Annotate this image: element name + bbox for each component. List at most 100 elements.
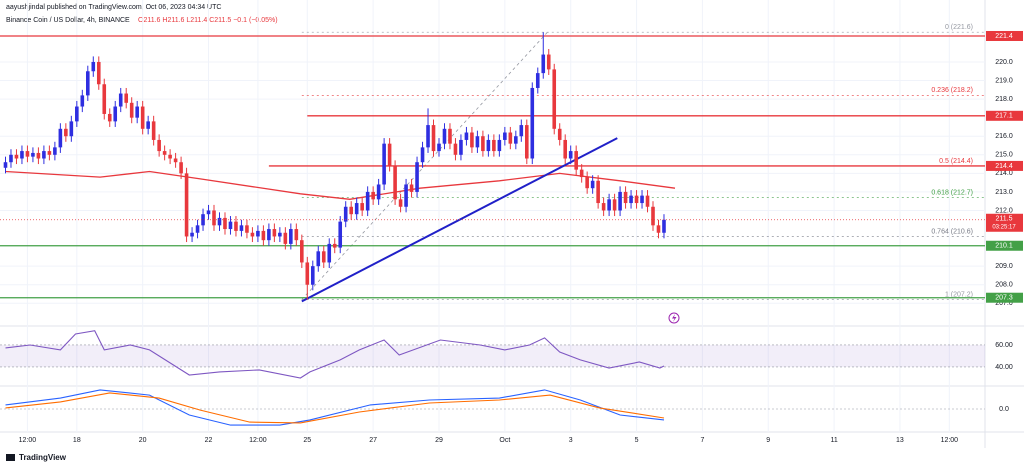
x-tick-label: 18: [73, 437, 81, 444]
candle-body: [300, 240, 304, 263]
candle-body: [448, 128, 452, 144]
published-note: aayushjindal published on TradingView.co…: [6, 4, 221, 11]
candle-body: [245, 225, 249, 233]
y-tick-label: 212.0: [995, 207, 1013, 214]
x-tick-label: 7: [700, 437, 704, 444]
level-tag-label: 217.1: [995, 113, 1013, 120]
footer-brand: TradingView: [19, 453, 67, 462]
candle-body: [85, 71, 90, 96]
candle-body: [42, 151, 46, 159]
candle-body: [69, 121, 74, 137]
y-tick-label: 0.0: [999, 406, 1009, 413]
candle-body: [31, 152, 35, 157]
candle-body: [426, 125, 430, 148]
candle-body: [151, 121, 156, 140]
candle-body: [552, 69, 557, 129]
candle-body: [514, 136, 518, 144]
fib-label: 1 (207.2): [945, 291, 973, 298]
candle-body: [662, 219, 666, 233]
candle-body: [349, 206, 353, 215]
candle-body: [360, 203, 364, 211]
y-tick-label: 220.0: [995, 59, 1013, 66]
candle-body: [371, 191, 375, 200]
y-tick-label: 40.00: [995, 364, 1013, 371]
indicator-band: [0, 344, 985, 367]
candle-body: [508, 132, 513, 144]
y-tick-label: 215.0: [995, 152, 1013, 159]
footer-logo: [6, 454, 15, 461]
candle-body: [223, 217, 227, 230]
candle-body: [14, 154, 19, 159]
candle-body: [217, 217, 222, 226]
candle-body: [20, 151, 24, 159]
candle-body: [58, 128, 63, 148]
candle-body: [305, 262, 310, 285]
candle-body: [327, 243, 332, 263]
candle-body: [431, 125, 436, 152]
candle-body: [563, 139, 568, 159]
candle-body: [157, 139, 161, 152]
candle-body: [91, 61, 96, 72]
candle-body: [96, 61, 101, 85]
candle-body: [332, 243, 337, 248]
candle-body: [420, 147, 425, 163]
x-tick-label: Oct: [499, 437, 510, 444]
candle-body: [184, 173, 189, 237]
candle-body: [9, 154, 13, 163]
candle-body: [475, 136, 480, 148]
fib-label: 0.618 (212.7): [931, 189, 973, 196]
candle-body: [486, 139, 491, 152]
candle-body: [316, 251, 321, 267]
fib-label: 0.5 (214.4): [939, 158, 973, 165]
fib-label: 0 (221.6): [945, 24, 973, 31]
candle-body: [53, 147, 57, 155]
indicator-line: [5, 330, 665, 379]
candle-body: [607, 199, 611, 211]
candle-body: [25, 151, 30, 157]
x-tick-label: 11: [830, 437, 837, 444]
candle-body: [464, 132, 469, 140]
candle-body: [585, 177, 589, 189]
candle-body: [289, 229, 293, 244]
candle-body: [404, 184, 408, 207]
candle-body: [212, 210, 216, 226]
candle-body: [453, 143, 458, 155]
candle-body: [503, 132, 507, 140]
x-tick-label: 12:00: [19, 437, 37, 444]
candle-body: [75, 106, 79, 122]
level-tag: [986, 30, 1023, 41]
candle-body: [47, 151, 52, 155]
candle-body: [618, 191, 622, 211]
candle-body: [294, 229, 299, 241]
candle-body: [179, 162, 183, 174]
x-tick-label: 3: [569, 437, 573, 444]
candle-body: [239, 225, 244, 231]
candle-body: [470, 132, 474, 148]
candle-body: [80, 95, 85, 107]
y-tick-label: 209.0: [995, 263, 1013, 270]
candle-body: [629, 195, 633, 204]
candle-body: [146, 121, 150, 129]
candle-body: [3, 162, 8, 168]
last-price-tag: [986, 213, 1023, 232]
candle-body: [557, 128, 562, 140]
candle-body: [437, 143, 441, 152]
candle-body: [107, 113, 112, 122]
candle-body: [261, 230, 266, 241]
countdown-label: 03:25:17: [992, 224, 1016, 230]
symbol-title: Binance Coin / US Dollar, 4h, BINANCE: [6, 17, 130, 24]
indicator-line: [5, 392, 665, 424]
y-tick-label: 218.0: [995, 96, 1013, 103]
fib-label: 0.764 (210.6): [931, 228, 973, 235]
candle-body: [190, 232, 194, 237]
x-tick-label: 13: [896, 437, 904, 444]
candle-body: [173, 158, 178, 163]
candle-body: [129, 102, 134, 118]
candle-body: [574, 151, 578, 170]
y-tick-label: 213.0: [995, 189, 1013, 196]
x-tick-label: 25: [303, 437, 311, 444]
candle-body: [645, 195, 650, 207]
candle-body: [398, 199, 403, 207]
alert-icon[interactable]: [668, 312, 680, 324]
candle-body: [546, 54, 551, 70]
